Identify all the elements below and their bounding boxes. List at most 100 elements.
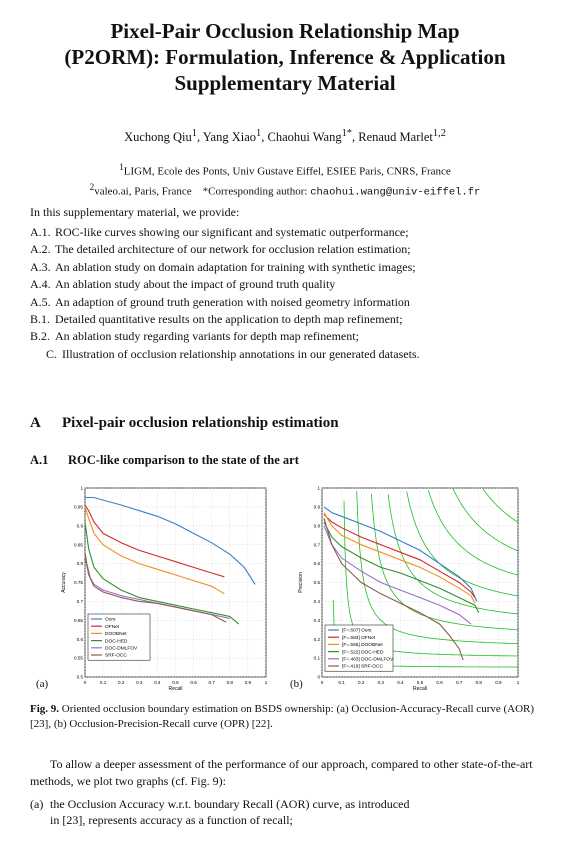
legend-entry: [F=.419] SRF-OCC	[342, 664, 383, 670]
list-item: B.1. Detailed quantitative results on the…	[30, 311, 560, 328]
series-line-doc-hed	[84, 521, 240, 625]
subfigure-label-b: (b)	[290, 678, 303, 690]
x-tick-label: 0.6	[436, 680, 443, 685]
item-text-continued: in [23], represents accuracy as a functi…	[50, 813, 293, 827]
x-tick-label: 0.9	[245, 680, 252, 685]
title-line: (P2ORM): Formulation, Inference & Applic…	[64, 45, 506, 69]
legend-entry: [F=.555] DOOBNet	[342, 642, 383, 648]
x-tick-label: 0.8	[227, 680, 234, 685]
caption-label: Fig. 9.	[30, 703, 60, 715]
series-line-srf-occ	[84, 552, 227, 623]
item-text: An adaption of ground truth generation w…	[55, 294, 410, 309]
y-tick-label: 0.6	[77, 637, 84, 642]
item-label: A.5.	[30, 294, 51, 309]
item-label: A.3.	[30, 259, 51, 274]
y-tick-label: 0.1	[314, 656, 321, 661]
list-item: A.3. An ablation study on domain adaptati…	[30, 259, 560, 276]
y-tick-label: 0.9	[314, 505, 321, 510]
legend-entry: SRF-OCC	[105, 653, 127, 659]
enumerated-item: (a) the Occlusion Accuracy w.r.t. boundar…	[30, 796, 550, 828]
affil-mark: 1	[119, 162, 124, 172]
section-heading: A Pixel-pair occlusion relationship estim…	[30, 415, 339, 432]
iso-f-curve	[452, 487, 518, 552]
item-text: ROC-like curves showing our significant …	[55, 225, 409, 239]
item-text: the Occlusion Accuracy w.r.t. boundary R…	[50, 797, 410, 811]
x-tick-label: 0.1	[100, 680, 107, 685]
y-tick-label: 1	[80, 486, 83, 491]
iso-f-curve	[482, 488, 518, 523]
y-tick-label: 0.2	[314, 637, 321, 642]
opr-chart: 0 0.1 0.2 0.3 0.4 0.5 0.6 0.7 0.8 0.9 1 0 0.1 0.2 0.3 0…	[290, 480, 540, 695]
x-tick-label: 0.3	[378, 680, 385, 685]
item-label: B.1.	[30, 312, 51, 327]
y-axis-label: Accuracy	[61, 572, 67, 593]
list-item: A.1. ROC-like curves showing our signific…	[30, 224, 560, 241]
x-axis-label: Recall	[413, 686, 427, 692]
x-tick-label: 0.1	[338, 680, 345, 685]
y-tick-label: 0.5	[314, 580, 321, 585]
y-tick-label: 0.85	[74, 542, 83, 547]
y-tick-label: 0.8	[314, 523, 321, 528]
author-name: Xuchong Qiu	[124, 130, 192, 145]
iso-f-curve	[387, 493, 518, 615]
item-label: C.	[45, 346, 57, 361]
legend-entry: [F=.522] DOC-HED	[342, 649, 384, 655]
legend-entry: [F=.463] DOC-DMLFOV	[342, 657, 394, 663]
affiliations: 1LIGM, Ecole des Ponts, Univ Gustave Eif…	[0, 160, 570, 200]
y-tick-label: 0.55	[74, 656, 83, 661]
intro-text: In this supplementary material, we provi…	[30, 205, 240, 219]
subfigure-label-a: (a)	[36, 678, 49, 690]
legend-entry: DOOBNet	[105, 631, 127, 637]
x-tick-label: 0	[321, 680, 324, 685]
affiliation-2: valeo.ai, Paris, France	[94, 185, 192, 198]
x-tick-label: 1	[517, 680, 520, 685]
y-tick-label: 0	[317, 675, 320, 680]
author-affil-mark: 1	[256, 128, 262, 139]
y-tick-label: 0.5	[77, 675, 84, 680]
corresponding-label: *Corresponding author:	[202, 185, 308, 198]
legend-box	[87, 613, 151, 661]
y-tick-label: 0.65	[74, 618, 83, 623]
author-affil-mark: 1	[191, 128, 197, 139]
list-item: A.5. An adaption of ground truth generati…	[30, 294, 560, 311]
legend-entry: Ours	[105, 617, 116, 623]
y-tick-label: 0.95	[74, 505, 83, 510]
x-tick-label: 1	[265, 680, 268, 685]
iso-f-curve	[427, 490, 518, 576]
x-axis-label: Recall	[169, 686, 183, 692]
series-line-ours	[85, 496, 256, 585]
affiliation-1: LIGM, Ecole des Ponts, Univ Gustave Eiff…	[123, 165, 451, 178]
y-tick-label: 0.9	[77, 523, 84, 528]
x-tick-label: 0.2	[118, 680, 125, 685]
legend-entry: DOC-HED	[105, 638, 128, 644]
item-label: A.1.	[30, 225, 51, 239]
body-paragraph: To allow a deeper assessment of the perf…	[30, 757, 533, 788]
series-line-doobnet	[84, 506, 225, 595]
title-line: Pixel-Pair Occlusion Relationship Map	[110, 19, 460, 43]
x-tick-label: 0.6	[190, 680, 197, 685]
y-tick-label: 0.4	[314, 599, 321, 604]
section-number: A	[30, 415, 41, 431]
contents-list: A.1. ROC-like curves showing our signific…	[30, 224, 560, 363]
item-text: An ablation study on domain adaptation f…	[55, 259, 416, 274]
author-affil-mark: 1,2	[432, 128, 446, 139]
item-text: Illustration of occlusion relationship a…	[62, 346, 420, 361]
y-tick-label: 0.8	[77, 561, 84, 566]
x-tick-label: 0.4	[397, 680, 404, 685]
item-label: A.2.	[30, 242, 51, 257]
item-text: Detailed quantitative results on the app…	[55, 312, 403, 327]
iso-f-curve	[356, 491, 518, 645]
x-tick-label: 0.8	[476, 680, 483, 685]
x-tick-label: 0.4	[154, 680, 161, 685]
x-tick-label: 0.7	[209, 680, 216, 685]
list-item: C. Illustration of occlusion relationship…	[30, 346, 560, 363]
author-name: Chaohui Wang	[267, 130, 342, 145]
y-tick-label: 0.75	[74, 580, 83, 585]
section-title: Pixel-pair occlusion relationship estima…	[62, 415, 339, 431]
subsection-number: A.1	[30, 453, 49, 467]
y-tick-label: 0.3	[314, 618, 321, 623]
list-item: A.2. The detailed architecture of our net…	[30, 241, 560, 258]
author-name: Yang Xiao	[202, 130, 257, 145]
author-list: Xuchong Qiu1, Yang Xiao1, Chaohui Wang1*…	[124, 128, 446, 145]
